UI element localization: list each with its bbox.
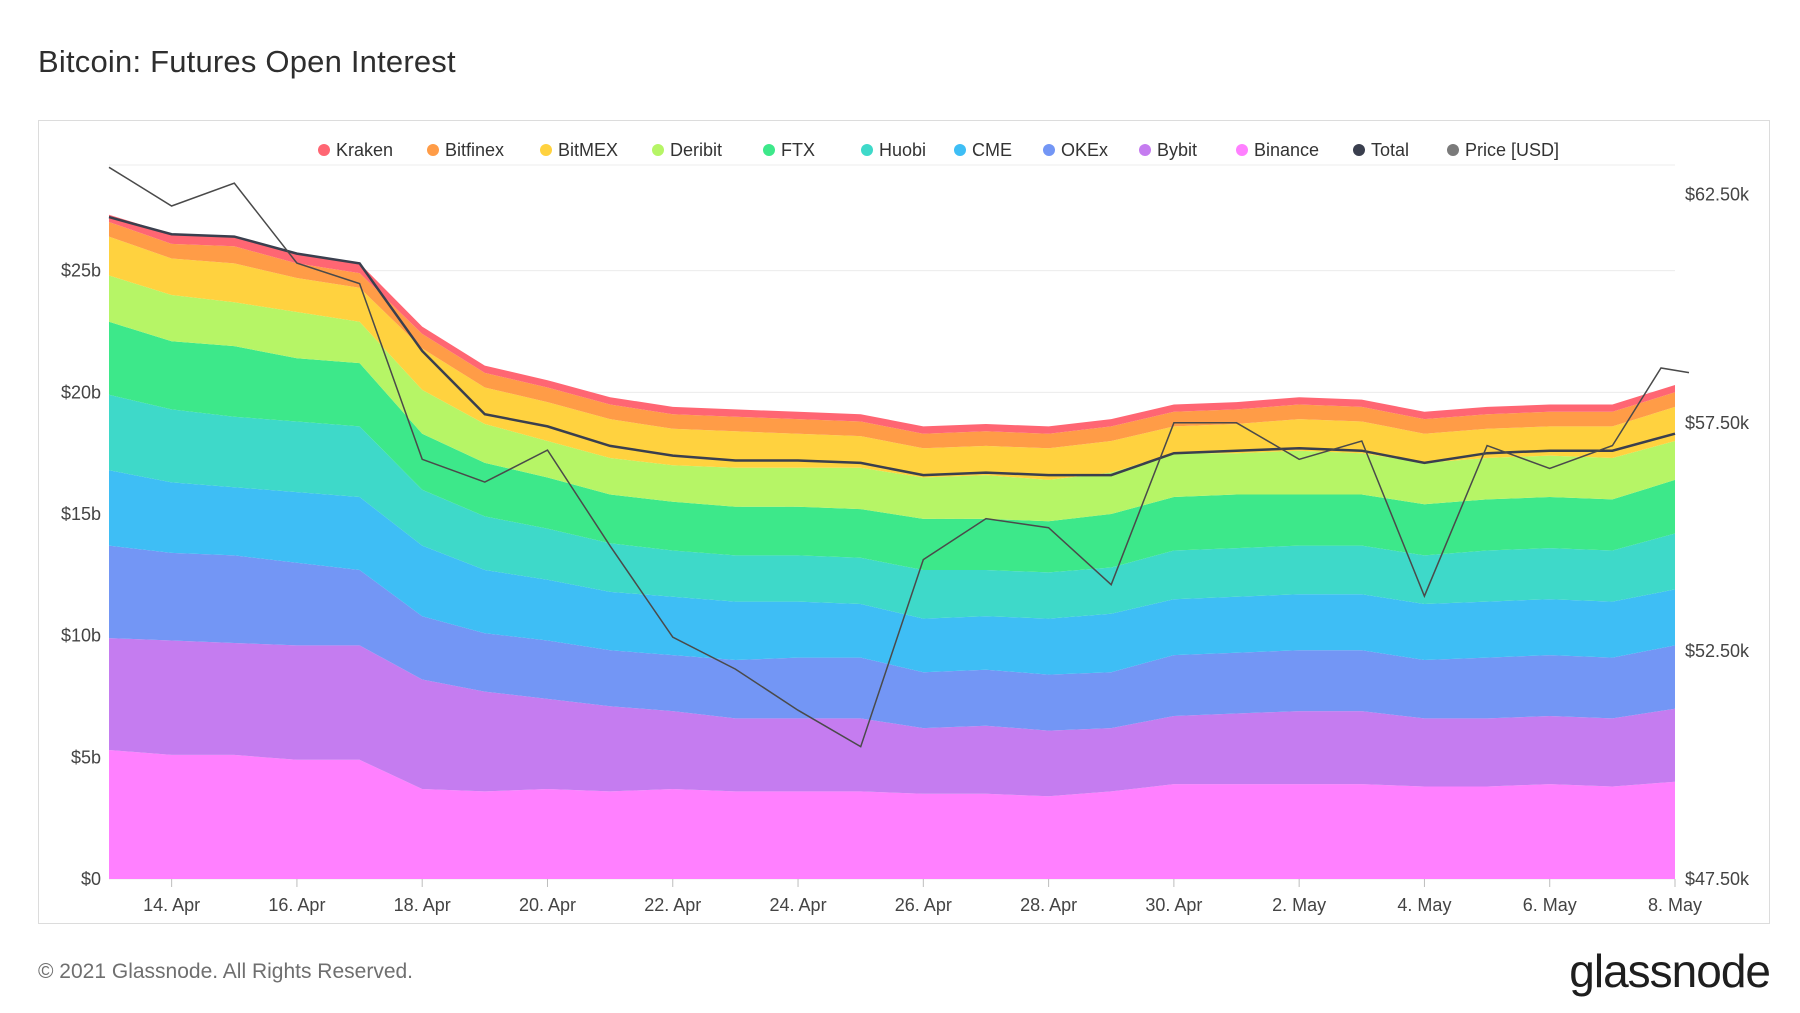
price-line bbox=[108, 166, 1690, 748]
legend-label: Binance bbox=[1254, 140, 1319, 160]
legend-swatch bbox=[652, 144, 664, 156]
x-tick-label: 14. Apr bbox=[143, 895, 200, 915]
legend-swatch bbox=[1139, 144, 1151, 156]
area-kraken bbox=[109, 214, 1675, 434]
y-right-tick-label: $52.50k bbox=[1685, 641, 1750, 661]
legend-item-price-usd[interactable]: Price [USD] bbox=[1447, 140, 1559, 160]
area-bitmex bbox=[109, 236, 1675, 480]
area-ftx bbox=[109, 321, 1675, 573]
legend-item-bitfinex[interactable]: Bitfinex bbox=[427, 140, 504, 160]
legend-item-huobi[interactable]: Huobi bbox=[861, 140, 926, 160]
total-line bbox=[108, 215, 1676, 477]
legend-label: Bitfinex bbox=[445, 140, 504, 160]
legend-item-cme[interactable]: CME bbox=[954, 140, 1012, 160]
y-left-tick-label: $25b bbox=[61, 261, 101, 281]
legend-swatch bbox=[1236, 144, 1248, 156]
legend-item-kraken[interactable]: Kraken bbox=[318, 140, 393, 160]
legend-swatch bbox=[1447, 144, 1459, 156]
area-okex bbox=[109, 545, 1675, 731]
x-tick-label: 18. Apr bbox=[394, 895, 451, 915]
x-tick-label: 20. Apr bbox=[519, 895, 576, 915]
y-left-tick-label: $15b bbox=[61, 504, 101, 524]
footer-copyright: © 2021 Glassnode. All Rights Reserved. bbox=[38, 960, 414, 983]
area-binance bbox=[109, 750, 1675, 879]
legend-label: Kraken bbox=[336, 140, 393, 160]
legend-label: BitMEX bbox=[558, 140, 618, 160]
legend-label: Price [USD] bbox=[1465, 140, 1559, 160]
x-tick-label: 2. May bbox=[1272, 895, 1326, 915]
y-left-tick-label: $5b bbox=[71, 747, 101, 767]
x-tick-label: 30. Apr bbox=[1145, 895, 1202, 915]
legend-label: Total bbox=[1371, 140, 1409, 160]
x-tick-label: 28. Apr bbox=[1020, 895, 1077, 915]
legend-label: FTX bbox=[781, 140, 815, 160]
legend-swatch bbox=[763, 144, 775, 156]
legend-item-deribit[interactable]: Deribit bbox=[652, 140, 722, 160]
area-bitfinex bbox=[109, 222, 1675, 449]
legend-label: Bybit bbox=[1157, 140, 1197, 160]
x-tick-label: 16. Apr bbox=[268, 895, 325, 915]
legend-swatch bbox=[318, 144, 330, 156]
y-left-tick-label: $0 bbox=[81, 869, 101, 889]
y-right-tick-label: $62.50k bbox=[1685, 185, 1750, 205]
legend-label: OKEx bbox=[1061, 140, 1108, 160]
legend-swatch bbox=[861, 144, 873, 156]
y-right-tick-label: $57.50k bbox=[1685, 413, 1750, 433]
x-tick-label: 4. May bbox=[1397, 895, 1451, 915]
y-left-tick-label: $10b bbox=[61, 626, 101, 646]
y-right-tick-label: $47.50k bbox=[1685, 869, 1750, 889]
x-tick-label: 26. Apr bbox=[895, 895, 952, 915]
legend-item-ftx[interactable]: FTX bbox=[763, 140, 815, 160]
legend-item-bitmex[interactable]: BitMEX bbox=[540, 140, 618, 160]
futures-open-interest-chart: glassnode $0$5b$10b$15b$20b$25b$47.50k$5… bbox=[61, 140, 1750, 915]
legend-swatch bbox=[1353, 144, 1365, 156]
chart-frame: glassnode $0$5b$10b$15b$20b$25b$47.50k$5… bbox=[38, 120, 1770, 924]
legend-item-binance[interactable]: Binance bbox=[1236, 140, 1319, 160]
x-tick-label: 8. May bbox=[1648, 895, 1702, 915]
x-tick-label: 24. Apr bbox=[770, 895, 827, 915]
legend-item-total[interactable]: Total bbox=[1353, 140, 1409, 160]
legend-item-okex[interactable]: OKEx bbox=[1043, 140, 1108, 160]
y-left-tick-label: $20b bbox=[61, 382, 101, 402]
legend-swatch bbox=[427, 144, 439, 156]
page-title: Bitcoin: Futures Open Interest bbox=[38, 44, 456, 79]
area-deribit bbox=[109, 275, 1675, 522]
legend-item-bybit[interactable]: Bybit bbox=[1139, 140, 1197, 160]
x-tick-label: 22. Apr bbox=[644, 895, 701, 915]
legend-swatch bbox=[954, 144, 966, 156]
legend-label: Deribit bbox=[670, 140, 722, 160]
glassnode-logo[interactable]: glassnode bbox=[1569, 945, 1771, 997]
area-huobi bbox=[109, 394, 1675, 619]
x-tick-label: 6. May bbox=[1523, 895, 1577, 915]
area-cme bbox=[109, 470, 1675, 675]
area-bybit bbox=[109, 638, 1675, 797]
legend-swatch bbox=[1043, 144, 1055, 156]
legend-swatch bbox=[540, 144, 552, 156]
legend-label: Huobi bbox=[879, 140, 926, 160]
legend-label: CME bbox=[972, 140, 1012, 160]
